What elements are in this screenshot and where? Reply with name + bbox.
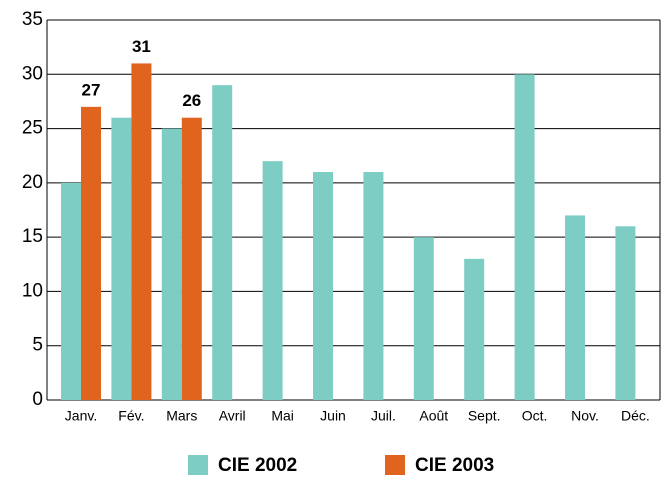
bar [61, 182, 81, 400]
bar [111, 117, 132, 400]
y-tick-label: 0 [32, 389, 43, 410]
data-label: 27 [82, 80, 101, 99]
bar [565, 215, 585, 400]
y-tick-label: 5 [32, 335, 43, 356]
x-tick-label: Mai [271, 408, 294, 424]
y-tick-label: 25 [22, 118, 43, 139]
y-tick-label: 10 [22, 280, 43, 301]
x-tick-label: Août [419, 408, 448, 424]
y-tick-label: 15 [22, 226, 43, 247]
bar [313, 172, 333, 400]
x-tick-label: Oct. [522, 408, 548, 424]
bar [464, 258, 485, 400]
x-tick-label: Déc. [621, 408, 650, 424]
x-tick-label: Sept. [468, 408, 501, 424]
x-tick-label: Juin [320, 408, 346, 424]
bar [81, 106, 101, 400]
x-tick-label: Nov. [571, 408, 599, 424]
bar [161, 128, 182, 401]
y-tick-label: 20 [22, 172, 43, 193]
bar [212, 85, 233, 401]
legend-label: CIE 2002 [218, 455, 297, 476]
legend-swatch [385, 455, 405, 475]
bar [181, 117, 202, 400]
y-tick-label: 35 [22, 9, 43, 30]
data-label: 26 [182, 91, 201, 110]
x-tick-label: Juil. [371, 408, 396, 424]
x-tick-label: Avril [219, 408, 246, 424]
bar [413, 237, 434, 400]
bar [514, 74, 535, 401]
legend-label: CIE 2003 [415, 455, 494, 476]
bar [131, 63, 152, 401]
x-tick-label: Fév. [118, 408, 144, 424]
x-tick-label: Janv. [65, 408, 97, 424]
bar [262, 161, 283, 400]
data-label: 31 [132, 37, 151, 56]
x-tick-label: Mars [166, 408, 197, 424]
legend-swatch [188, 455, 208, 475]
bar [615, 226, 636, 400]
y-tick-label: 30 [22, 63, 43, 84]
bar [363, 172, 384, 400]
